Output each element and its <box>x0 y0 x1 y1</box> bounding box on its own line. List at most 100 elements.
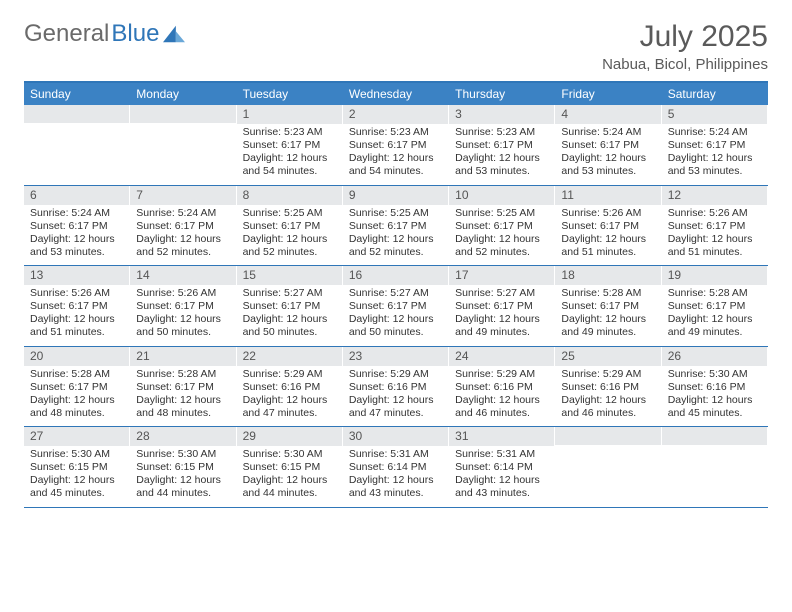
day-content: Sunrise: 5:25 AMSunset: 6:17 PMDaylight:… <box>449 205 554 266</box>
daylight-text: Daylight: 12 hours <box>243 152 336 165</box>
sunset-text: Sunset: 6:17 PM <box>455 220 548 233</box>
daylight-text: and 50 minutes. <box>349 326 442 339</box>
day-cell: 1Sunrise: 5:23 AMSunset: 6:17 PMDaylight… <box>237 105 343 185</box>
daylight-text: Daylight: 12 hours <box>668 152 761 165</box>
daylight-text: and 48 minutes. <box>30 407 123 420</box>
day-cell: 12Sunrise: 5:26 AMSunset: 6:17 PMDayligh… <box>662 186 768 266</box>
day-content: Sunrise: 5:25 AMSunset: 6:17 PMDaylight:… <box>343 205 448 266</box>
sunrise-text: Sunrise: 5:25 AM <box>455 207 548 220</box>
sunset-text: Sunset: 6:17 PM <box>136 381 229 394</box>
daylight-text: Daylight: 12 hours <box>561 152 654 165</box>
day-content: Sunrise: 5:30 AMSunset: 6:15 PMDaylight:… <box>130 446 235 507</box>
daylight-text: and 53 minutes. <box>668 165 761 178</box>
dow-header: Monday <box>130 83 236 105</box>
day-cell: 26Sunrise: 5:30 AMSunset: 6:16 PMDayligh… <box>662 347 768 427</box>
daylight-text: and 54 minutes. <box>243 165 336 178</box>
daylight-text: Daylight: 12 hours <box>349 394 442 407</box>
sunrise-text: Sunrise: 5:29 AM <box>561 368 654 381</box>
day-cell: 22Sunrise: 5:29 AMSunset: 6:16 PMDayligh… <box>237 347 343 427</box>
sunset-text: Sunset: 6:17 PM <box>30 381 123 394</box>
daylight-text: and 51 minutes. <box>561 246 654 259</box>
sunrise-text: Sunrise: 5:26 AM <box>668 207 761 220</box>
sunset-text: Sunset: 6:17 PM <box>668 300 761 313</box>
sunrise-text: Sunrise: 5:27 AM <box>349 287 442 300</box>
day-number: 30 <box>343 427 448 446</box>
day-number: 25 <box>555 347 660 366</box>
day-content: Sunrise: 5:23 AMSunset: 6:17 PMDaylight:… <box>343 124 448 185</box>
brand-logo: GeneralBlue <box>24 20 185 48</box>
daylight-text: and 53 minutes. <box>30 246 123 259</box>
daylight-text: and 44 minutes. <box>243 487 336 500</box>
daylight-text: and 52 minutes. <box>136 246 229 259</box>
day-number: 5 <box>662 105 767 124</box>
daylight-text: and 52 minutes. <box>243 246 336 259</box>
day-number: 21 <box>130 347 235 366</box>
day-cell: 30Sunrise: 5:31 AMSunset: 6:14 PMDayligh… <box>343 427 449 507</box>
day-number: 10 <box>449 186 554 205</box>
daylight-text: Daylight: 12 hours <box>668 394 761 407</box>
dow-header: Saturday <box>662 83 768 105</box>
sunset-text: Sunset: 6:17 PM <box>668 139 761 152</box>
daylight-text: Daylight: 12 hours <box>349 233 442 246</box>
sunrise-text: Sunrise: 5:30 AM <box>668 368 761 381</box>
daylight-text: Daylight: 12 hours <box>30 233 123 246</box>
sunrise-text: Sunrise: 5:29 AM <box>349 368 442 381</box>
sunset-text: Sunset: 6:17 PM <box>561 139 654 152</box>
day-cell: 14Sunrise: 5:26 AMSunset: 6:17 PMDayligh… <box>130 266 236 346</box>
sunset-text: Sunset: 6:17 PM <box>349 300 442 313</box>
dow-header: Tuesday <box>237 83 343 105</box>
daylight-text: Daylight: 12 hours <box>349 474 442 487</box>
sunset-text: Sunset: 6:17 PM <box>30 300 123 313</box>
dow-header: Sunday <box>24 83 130 105</box>
daylight-text: and 52 minutes. <box>349 246 442 259</box>
sunset-text: Sunset: 6:15 PM <box>136 461 229 474</box>
day-content: Sunrise: 5:28 AMSunset: 6:17 PMDaylight:… <box>555 285 660 346</box>
day-number: 16 <box>343 266 448 285</box>
month-title: July 2025 <box>602 20 768 54</box>
daylight-text: Daylight: 12 hours <box>349 313 442 326</box>
day-number: 17 <box>449 266 554 285</box>
page: GeneralBlue July 2025 Nabua, Bicol, Phil… <box>0 0 792 518</box>
day-number: 22 <box>237 347 342 366</box>
day-content: Sunrise: 5:23 AMSunset: 6:17 PMDaylight:… <box>449 124 554 185</box>
sunrise-text: Sunrise: 5:24 AM <box>561 126 654 139</box>
day-number: 18 <box>555 266 660 285</box>
daylight-text: Daylight: 12 hours <box>243 233 336 246</box>
day-content: Sunrise: 5:30 AMSunset: 6:15 PMDaylight:… <box>24 446 129 507</box>
day-content: Sunrise: 5:31 AMSunset: 6:14 PMDaylight:… <box>343 446 448 507</box>
daylight-text: and 51 minutes. <box>668 246 761 259</box>
day-content: Sunrise: 5:24 AMSunset: 6:17 PMDaylight:… <box>130 205 235 266</box>
day-cell: 18Sunrise: 5:28 AMSunset: 6:17 PMDayligh… <box>555 266 661 346</box>
dow-header: Thursday <box>449 83 555 105</box>
day-number: 20 <box>24 347 129 366</box>
daylight-text: Daylight: 12 hours <box>455 474 548 487</box>
sunrise-text: Sunrise: 5:30 AM <box>243 448 336 461</box>
sunset-text: Sunset: 6:17 PM <box>349 139 442 152</box>
sunrise-text: Sunrise: 5:31 AM <box>455 448 548 461</box>
brand-part1: General <box>24 20 109 48</box>
day-cell: 31Sunrise: 5:31 AMSunset: 6:14 PMDayligh… <box>449 427 555 507</box>
day-cell: 16 Sunrise: 5:27 AMSunset: 6:17 PMDayligh… <box>343 266 449 346</box>
week-row: 6Sunrise: 5:24 AMSunset: 6:17 PMDaylight… <box>24 186 768 267</box>
day-number: 1 <box>237 105 342 124</box>
day-content: Sunrise: 5:26 AMSunset: 6:17 PMDaylight:… <box>662 205 767 266</box>
sunset-text: Sunset: 6:17 PM <box>243 220 336 233</box>
daylight-text: Daylight: 12 hours <box>561 313 654 326</box>
day-number: 14 <box>130 266 235 285</box>
sunset-text: Sunset: 6:17 PM <box>455 139 548 152</box>
daylight-text: and 43 minutes. <box>455 487 548 500</box>
daylight-text: and 53 minutes. <box>455 165 548 178</box>
day-number: 13 <box>24 266 129 285</box>
sunset-text: Sunset: 6:17 PM <box>455 300 548 313</box>
sunset-text: Sunset: 6:15 PM <box>243 461 336 474</box>
day-cell: 25Sunrise: 5:29 AMSunset: 6:16 PMDayligh… <box>555 347 661 427</box>
day-cell <box>662 427 768 507</box>
day-number: 7 <box>130 186 235 205</box>
day-content: Sunrise: 5:26 AMSunset: 6:17 PMDaylight:… <box>130 285 235 346</box>
day-number <box>24 105 129 123</box>
day-number: 23 <box>343 347 448 366</box>
day-content: Sunrise: 5:24 AMSunset: 6:17 PMDaylight:… <box>24 205 129 266</box>
day-cell: 21Sunrise: 5:28 AMSunset: 6:17 PMDayligh… <box>130 347 236 427</box>
day-cell: 23Sunrise: 5:29 AMSunset: 6:16 PMDayligh… <box>343 347 449 427</box>
sunrise-text: Sunrise: 5:24 AM <box>30 207 123 220</box>
